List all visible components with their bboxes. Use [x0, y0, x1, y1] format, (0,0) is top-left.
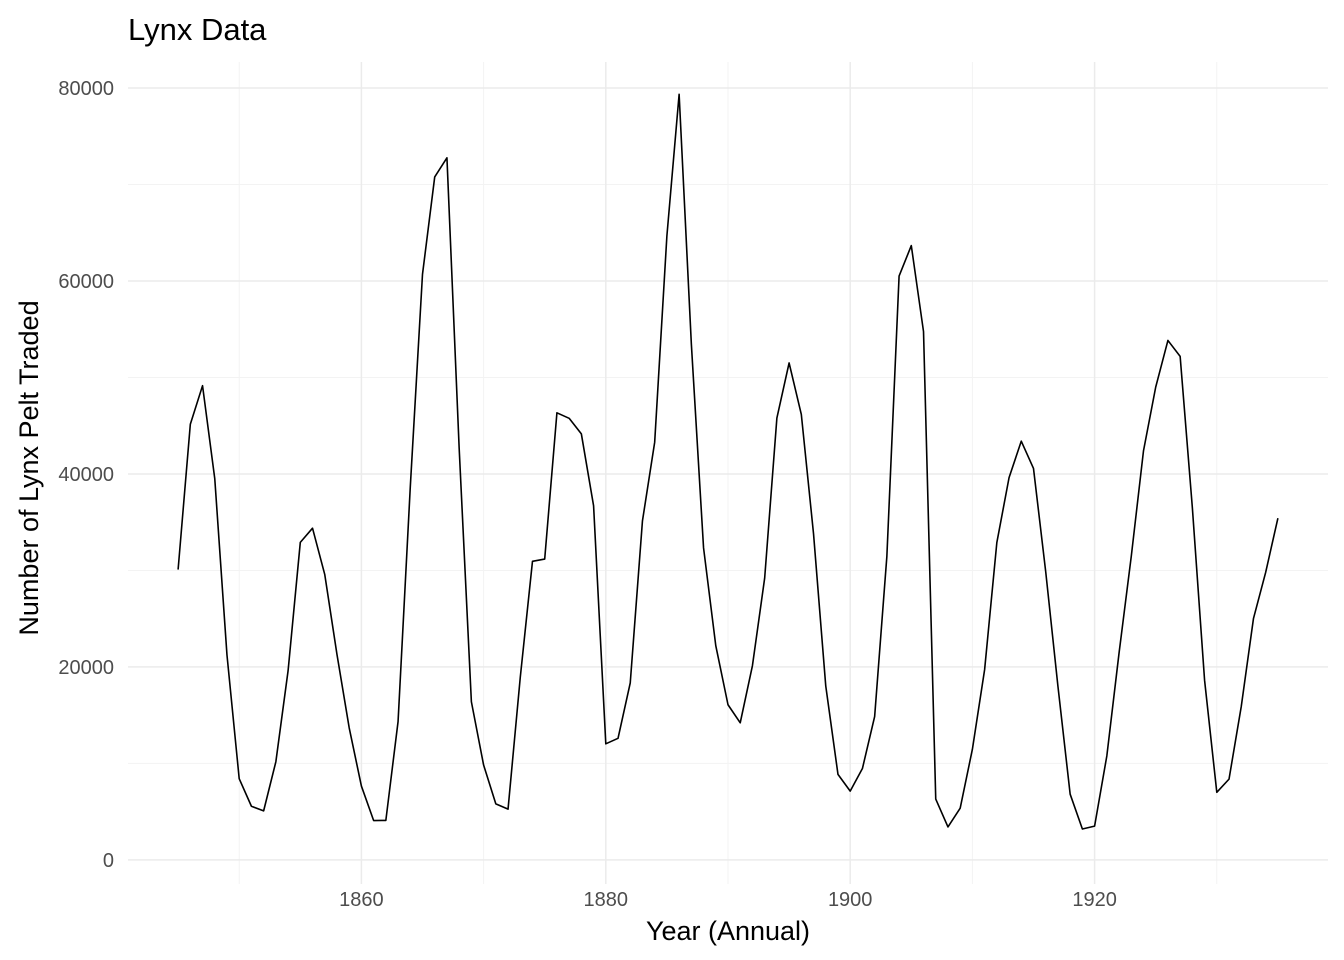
x-tick-label: 1900: [828, 889, 873, 911]
x-axis-title: Year (Annual): [646, 916, 810, 946]
y-tick-label: 60000: [58, 271, 114, 293]
x-axis-ticks: 1860 1880 1900 1920: [339, 889, 1117, 911]
y-axis-ticks: 0 20000 40000 60000 80000: [58, 78, 114, 872]
y-tick-label: 40000: [58, 464, 114, 486]
y-axis-title: Number of Lynx Pelt Traded: [14, 300, 44, 635]
chart-title: Lynx Data: [128, 12, 267, 47]
x-tick-label: 1880: [584, 889, 629, 911]
grid: [128, 62, 1328, 884]
y-tick-label: 80000: [58, 78, 114, 100]
y-tick-label: 20000: [58, 657, 114, 679]
x-tick-label: 1920: [1072, 889, 1117, 911]
series-line: [177, 93, 1279, 830]
series-group: [177, 93, 1279, 830]
x-tick-label: 1860: [339, 889, 384, 911]
y-tick-label: 0: [103, 850, 114, 872]
